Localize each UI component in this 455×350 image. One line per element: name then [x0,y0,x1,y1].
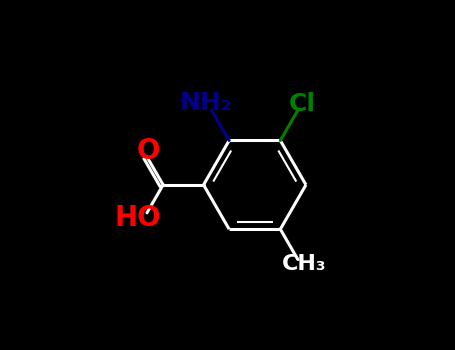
Text: O: O [136,137,160,165]
Text: HO: HO [114,204,161,232]
Text: NH₂: NH₂ [180,91,233,116]
Text: CH₃: CH₃ [282,253,327,274]
Text: Cl: Cl [288,92,315,116]
